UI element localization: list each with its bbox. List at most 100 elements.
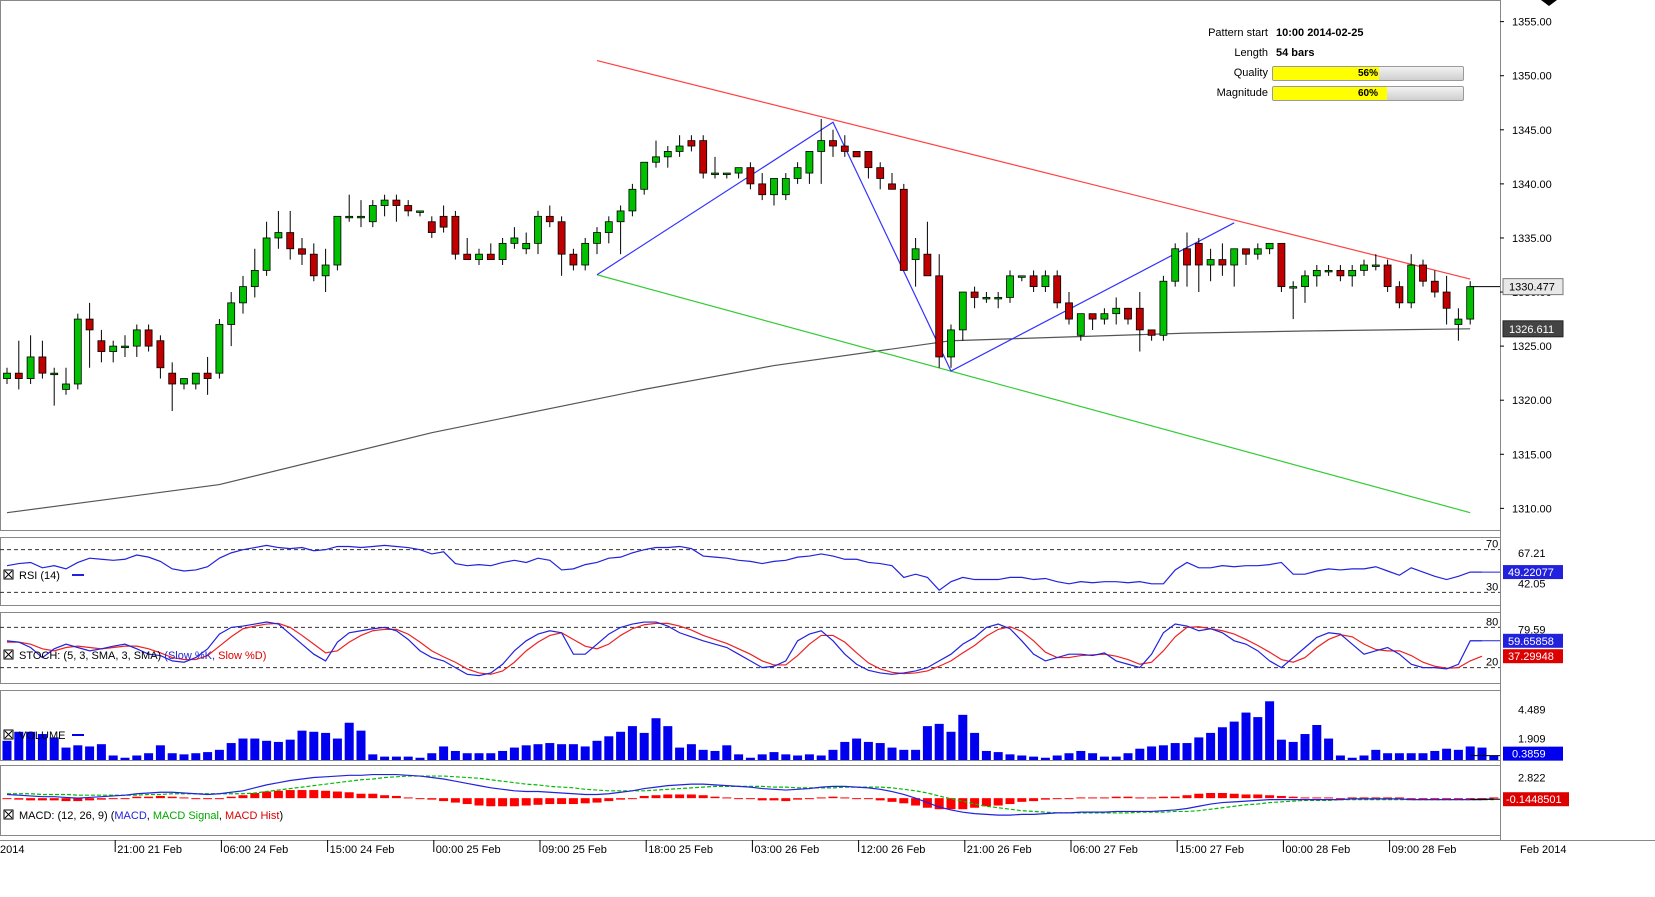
macd-hist-bar (769, 798, 779, 801)
candle-body (1348, 270, 1357, 277)
rsi-line (6, 544, 1482, 591)
stoch-level-label: 80 (1486, 616, 1498, 628)
macd-hist-bar (1147, 797, 1157, 799)
candle (994, 292, 1003, 309)
candle (1088, 313, 1097, 330)
volume-bar (651, 718, 661, 760)
candle (805, 151, 814, 184)
macd-hist-bar (1477, 798, 1487, 800)
candle-body (1183, 248, 1191, 266)
macd-hist-bar (1158, 796, 1168, 799)
candle (663, 146, 672, 168)
volume-bar (816, 755, 826, 760)
candle-body (38, 356, 47, 374)
candle (1124, 307, 1132, 325)
macd-hist-bar (1111, 796, 1121, 799)
candle-body (569, 253, 578, 266)
candle (593, 227, 601, 255)
macd-hist-bar (1371, 797, 1381, 799)
candle-body (581, 242, 590, 266)
macd-hist-bar (686, 794, 696, 799)
candle-body (864, 151, 873, 169)
macd-hist-bar (85, 798, 95, 801)
candle-body (1218, 259, 1227, 266)
macd-hist-bar (120, 798, 130, 800)
candle (50, 367, 59, 406)
volume-bar (1288, 741, 1298, 760)
macd-hist-bar (1099, 797, 1109, 799)
volume-bar (1076, 750, 1086, 760)
macd-hist-bar (1442, 798, 1452, 800)
macd-hist-bar (580, 798, 590, 804)
candle (121, 335, 129, 357)
candle-body (215, 324, 224, 374)
price-tick-label: 1310.00 (1512, 503, 1552, 515)
candle-body (1336, 270, 1345, 277)
candle-body (1041, 275, 1050, 288)
pattern-start-value: 10:00 2014-02-25 (1276, 27, 1364, 39)
candle-body (1324, 270, 1333, 273)
candle-body (1017, 275, 1026, 278)
macd-hist-bar (757, 798, 767, 801)
volume-bar (1489, 755, 1499, 760)
length-label: Length (1234, 47, 1268, 59)
macd-hist-bar (1029, 798, 1039, 802)
volume-bar (509, 747, 519, 760)
candle (168, 362, 177, 412)
macd-hist-bar (391, 795, 401, 799)
candle-body (404, 205, 413, 212)
candle (1442, 275, 1451, 325)
macd-hist-bar (627, 798, 637, 800)
candle (404, 200, 413, 217)
volume-bar (533, 744, 543, 760)
macd-hist-bar (651, 795, 661, 799)
volume-bar (804, 754, 814, 760)
macd-hist-bar (1005, 798, 1015, 805)
volume-bar (132, 755, 142, 760)
candle-body (970, 291, 979, 298)
rsi-level-label: 30 (1486, 581, 1498, 593)
macd-hist-bar (745, 798, 755, 800)
support-trend-line (596, 274, 1471, 514)
macd-hist-bar (108, 798, 118, 800)
candle-body (793, 167, 802, 179)
volume-title: VOLUME (3, 729, 84, 742)
volume-bar (1147, 746, 1157, 760)
candle (829, 129, 837, 157)
candle-body (274, 232, 283, 239)
macd-title: MACD: (12, 26, 9) (MACD, MACD Signal, MA… (3, 809, 283, 822)
candle (1277, 242, 1286, 293)
candle-body (1312, 270, 1321, 277)
macd-hist-bar (403, 797, 413, 799)
volume-bar (120, 757, 130, 760)
macd-hist-bar (450, 798, 460, 803)
candle-body (286, 232, 295, 250)
candle (451, 210, 460, 260)
volume-bar (557, 744, 567, 760)
candle-body (14, 372, 23, 379)
macd-hist-bar (167, 796, 177, 799)
macd-hist-bar (1170, 796, 1180, 799)
volume-bar (1029, 756, 1039, 760)
rsi-title: RSI (14) (3, 569, 84, 582)
candle (239, 275, 247, 314)
candle (392, 194, 401, 222)
candle (1183, 232, 1191, 287)
candle-body (132, 329, 141, 347)
candle (1383, 259, 1392, 293)
price-tag-sma: 1326.611 (1502, 320, 1564, 338)
macd-hist-bar (1217, 793, 1227, 799)
candle (286, 210, 295, 260)
candle-body (439, 215, 448, 228)
volume-bar (911, 749, 921, 760)
volume-bar (1335, 755, 1345, 760)
macd-hist-bar (132, 796, 142, 799)
volume-bar (179, 754, 189, 760)
candle-body (1147, 329, 1156, 336)
macd-hist-bar (61, 798, 71, 802)
volume-bar (356, 730, 366, 760)
candle (1430, 270, 1439, 298)
candle-body (1124, 307, 1132, 320)
pattern-zigzag-line (596, 121, 1235, 372)
candle (475, 248, 483, 265)
